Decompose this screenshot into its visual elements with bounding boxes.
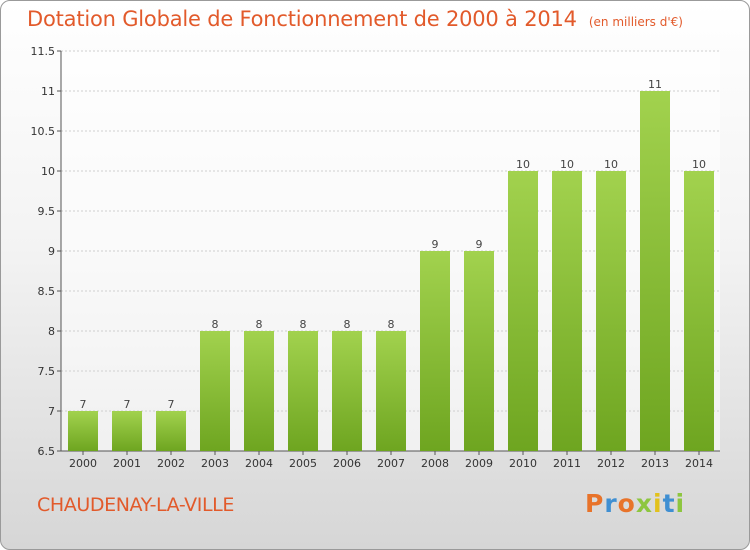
logo-letter: o [617,489,636,518]
chart-title: Dotation Globale de Fonctionnement de 20… [27,7,577,31]
data-label: 8 [300,318,307,331]
data-label: 10 [604,158,618,171]
data-label: 8 [388,318,395,331]
bar [332,331,362,451]
y-tick-label: 7 [48,405,55,418]
data-label: 10 [516,158,530,171]
bar [420,251,450,451]
proxiti-logo[interactable]: Proxiti [585,489,685,518]
x-tick-label: 2007 [377,457,405,470]
y-tick-label: 10.5 [31,125,56,138]
city-name: CHAUDENAY-LA-VILLE [37,494,234,516]
bar [684,171,714,451]
data-label: 7 [168,398,175,411]
data-label: 8 [256,318,263,331]
x-tick-label: 2014 [685,457,713,470]
x-tick-label: 2011 [553,457,581,470]
x-tick-label: 2000 [69,457,97,470]
x-tick-label: 2005 [289,457,317,470]
y-tick-label: 8.5 [38,285,56,298]
bar [596,171,626,451]
logo-letter: r [604,489,618,518]
x-tick-label: 2013 [641,457,669,470]
data-label: 8 [344,318,351,331]
logo-letter: t [662,489,676,518]
bar [376,331,406,451]
title-row: Dotation Globale de Fonctionnement de 20… [27,7,683,31]
bar [244,331,274,451]
bar [552,171,582,451]
x-tick-label: 2001 [113,457,141,470]
x-tick-label: 2004 [245,457,273,470]
x-tick-label: 2003 [201,457,229,470]
data-label: 10 [560,158,574,171]
bar [508,171,538,451]
bar [112,411,142,451]
bar [464,251,494,451]
bar [68,411,98,451]
data-label: 7 [80,398,87,411]
logo-letter: P [585,489,605,518]
data-label: 10 [692,158,706,171]
bar [200,331,230,451]
y-tick-label: 11 [41,85,55,98]
data-label: 9 [476,238,483,251]
x-tick-label: 2009 [465,457,493,470]
y-tick-label: 8 [48,325,55,338]
chart-subtitle: (en milliers d'€) [588,15,683,29]
data-label: 7 [124,398,131,411]
y-tick-label: 10 [41,165,55,178]
x-tick-label: 2012 [597,457,625,470]
y-tick-label: 7.5 [38,365,56,378]
y-tick-label: 6.5 [38,445,56,458]
bar [156,411,186,451]
x-tick-label: 2006 [333,457,361,470]
bar [288,331,318,451]
y-tick-label: 11.5 [31,45,56,58]
logo-letter: i [675,489,686,518]
x-tick-label: 2010 [509,457,537,470]
logo-letter: x [635,489,653,518]
data-label: 11 [648,78,662,91]
y-tick-label: 9 [48,245,55,258]
x-tick-label: 2008 [421,457,449,470]
x-tick-label: 2002 [157,457,185,470]
bar [640,91,670,451]
logo-letter: i [653,489,663,518]
data-label: 8 [212,318,219,331]
data-label: 9 [432,238,439,251]
y-tick-label: 9.5 [38,205,56,218]
